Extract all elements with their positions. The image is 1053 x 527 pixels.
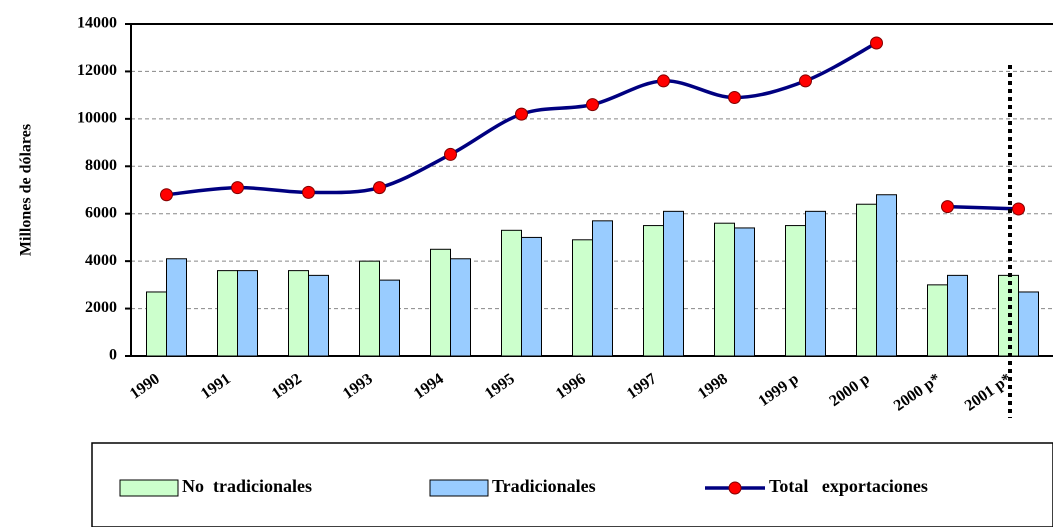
legend-box [91, 442, 1053, 527]
line-marker [941, 200, 954, 214]
x-tick-label: 1998 [695, 370, 731, 402]
x-tick-label: 1990 [127, 370, 163, 402]
line-marker [1012, 202, 1025, 216]
line-marker [728, 91, 741, 105]
bar [379, 279, 400, 357]
x-tick-label: 1991 [198, 370, 234, 402]
bar [430, 248, 451, 357]
bar [359, 260, 380, 357]
legend-marker [728, 481, 742, 495]
bar [1018, 291, 1039, 357]
y-tick-label: 10000 [77, 110, 117, 127]
line-marker [799, 74, 812, 88]
bar [663, 210, 684, 357]
y-tick-label: 6000 [85, 204, 117, 221]
line-marker [160, 188, 173, 202]
y-tick-label: 8000 [85, 157, 117, 174]
total-line [947, 204, 1019, 211]
x-tick-label: 1999 p [755, 370, 802, 410]
line-marker [302, 185, 315, 199]
bar [714, 222, 735, 357]
legend-label: Total exportaciones [769, 476, 928, 496]
legend-label: Tradicionales [492, 476, 596, 496]
x-tick-label: 1997 [624, 370, 660, 402]
bar [734, 227, 755, 357]
bar [805, 210, 826, 357]
bar [876, 194, 897, 357]
bar [592, 220, 613, 357]
legend-swatch [119, 479, 179, 497]
bar [927, 284, 948, 357]
x-tick-label: 1996 [553, 370, 589, 402]
x-tick-label: 1993 [340, 370, 376, 402]
x-tick-label: 2001 p* [962, 370, 1015, 414]
legend-swatch [429, 479, 489, 497]
line-marker [586, 98, 599, 112]
x-tick-label: 1992 [269, 370, 305, 402]
bar [521, 236, 542, 357]
legend-label: No tradicionales [182, 476, 312, 496]
bar [450, 258, 471, 357]
bar [237, 270, 258, 357]
line-marker [231, 181, 244, 195]
bar [501, 229, 522, 357]
bar [166, 258, 187, 357]
bar [856, 203, 877, 357]
bar [643, 225, 664, 357]
y-tick-label: 2000 [85, 299, 117, 316]
bar [308, 274, 329, 357]
bar [288, 270, 309, 357]
line-marker [657, 74, 670, 88]
y-tick-label: 12000 [77, 62, 117, 79]
bar [217, 270, 238, 357]
x-tick-label: 1995 [482, 370, 518, 402]
bar [785, 225, 806, 357]
x-tick-label: 2000 p [826, 370, 873, 410]
bar [146, 291, 167, 357]
y-tick-label: 0 [109, 347, 117, 364]
line-marker [515, 107, 528, 121]
bar [572, 239, 593, 357]
y-axis-label: Millones de dólares [18, 124, 35, 256]
line-marker [373, 181, 386, 195]
x-tick-label: 2000 p* [891, 370, 944, 414]
x-tick-label: 1994 [411, 370, 447, 402]
line-marker [444, 147, 457, 161]
line-marker [870, 36, 883, 50]
y-tick-label: 14000 [77, 15, 117, 32]
bar [947, 274, 968, 357]
y-tick-label: 4000 [85, 252, 117, 269]
